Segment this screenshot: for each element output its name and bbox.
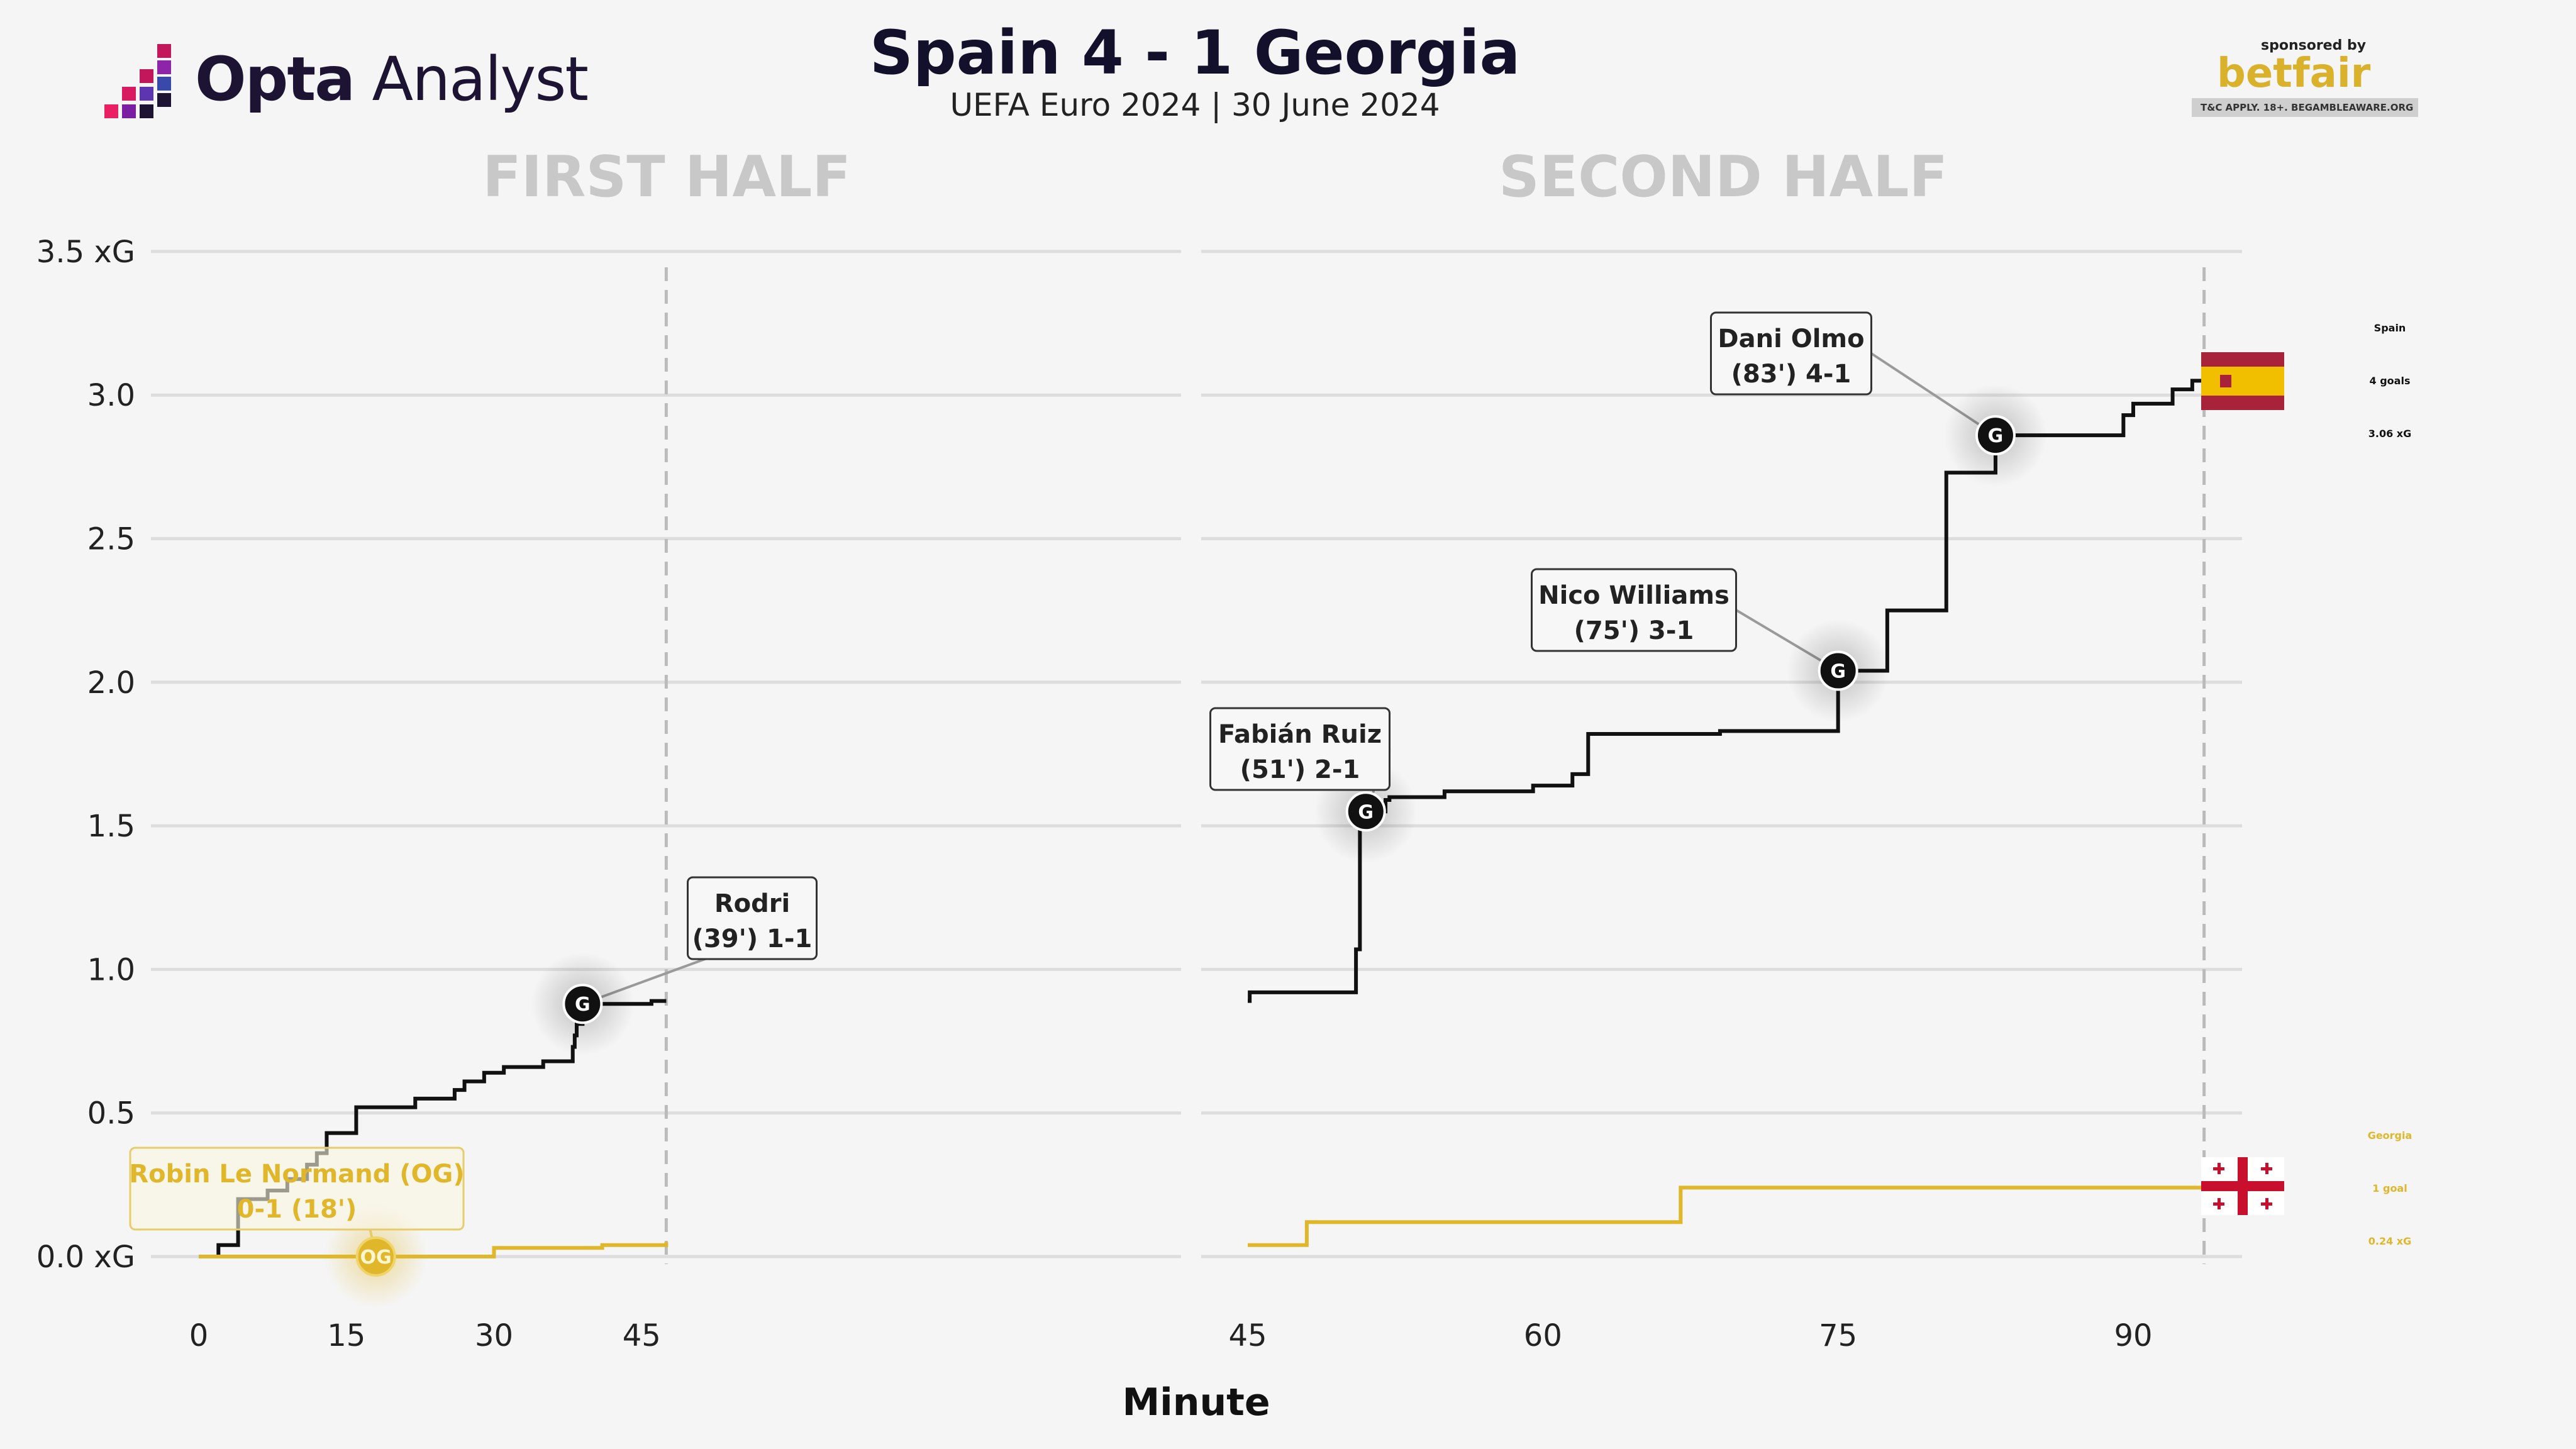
chart-subtitle: UEFA Euro 2024 | 30 June 2024 xyxy=(950,87,1440,123)
x-tick-label: 90 xyxy=(2114,1318,2152,1353)
georgia-goals: 1 goal xyxy=(2372,1182,2407,1194)
x-tick-label: 75 xyxy=(1819,1318,1857,1353)
y-tick-label: 0.5 xyxy=(87,1096,135,1131)
goal-label-line2: (83') 4-1 xyxy=(1731,360,1852,389)
goal-label-box xyxy=(1531,568,1737,652)
goal-marker-text: G xyxy=(1988,425,2004,447)
flag-stripe xyxy=(2201,367,2284,396)
x-axis-label: Minute xyxy=(1122,1380,1270,1424)
y-tick-label: 3.5 xG xyxy=(36,235,135,270)
goal-label-line2: (75') 3-1 xyxy=(1574,616,1694,645)
flag-small-cross xyxy=(2265,1198,2268,1209)
goal-marker-text: OG xyxy=(360,1246,392,1269)
spain-summary: Spain 4 goals 3.06 xG xyxy=(2289,302,2490,460)
georgia-flag-icon xyxy=(2201,1157,2284,1215)
flag-small-cross xyxy=(2265,1163,2268,1174)
goal-label-box xyxy=(1209,707,1391,791)
y-tick-label: 2.5 xyxy=(87,522,135,557)
georgia-xg: 0.24 xG xyxy=(2368,1235,2412,1247)
panel-title: FIRST HALF xyxy=(482,144,851,210)
y-tick-label: 1.0 xyxy=(87,952,135,987)
y-tick-label: 3.0 xyxy=(87,378,135,413)
goal-label-line2: 0-1 (18') xyxy=(237,1195,357,1224)
goal-marker xyxy=(1345,791,1386,832)
y-tick-label: 2.0 xyxy=(87,665,135,701)
goal-label-line1: Robin Le Normand (OG) xyxy=(129,1160,464,1189)
x-tick-label: 45 xyxy=(1228,1318,1267,1353)
y-tick-label: 0.0 xG xyxy=(36,1240,135,1275)
logo-wordmark: Opta Analyst xyxy=(195,44,589,114)
opta-logo-mark-icon xyxy=(104,44,171,118)
panel-title: SECOND HALF xyxy=(1499,144,1948,210)
goal-marker xyxy=(355,1236,396,1277)
chart-title: Spain 4 - 1 Georgia xyxy=(869,18,1521,88)
goal-label-line1: Nico Williams xyxy=(1538,581,1729,610)
georgia-summary: Georgia 1 goal 0.24 xG xyxy=(2289,1109,2490,1268)
sponsor-caption: sponsored by xyxy=(2261,38,2367,53)
sponsor-bar xyxy=(2192,98,2418,117)
flag-small-cross xyxy=(2218,1198,2221,1209)
georgia-xg-line xyxy=(1248,1185,2204,1247)
goal-marker xyxy=(1818,650,1858,691)
goal-marker-text: G xyxy=(1358,801,1374,823)
spain-xg: 3.06 xG xyxy=(2368,428,2412,440)
goal-label-line2: (51') 2-1 xyxy=(1240,755,1360,784)
georgia-xg-line xyxy=(199,1242,669,1258)
spain-goals: 4 goals xyxy=(2369,375,2411,387)
goal-label-line2: (39') 1-1 xyxy=(692,924,813,953)
georgia-name: Georgia xyxy=(2367,1130,2412,1141)
flag-crest xyxy=(2220,375,2231,387)
sponsor-terms: T&C APPLY. 18+. BEGAMBLEAWARE.ORG xyxy=(2201,102,2414,113)
x-tick-label: 0 xyxy=(189,1318,209,1353)
x-tick-label: 30 xyxy=(475,1318,513,1353)
flag-small-cross xyxy=(2218,1163,2221,1174)
goal-marker xyxy=(562,984,603,1024)
goal-label-line1: Dani Olmo xyxy=(1718,325,1864,353)
sponsor-name: betfair xyxy=(2217,50,2371,97)
x-tick-label: 45 xyxy=(623,1318,661,1353)
y-tick-label: 1.5 xyxy=(87,809,135,844)
goal-marker-text: G xyxy=(1830,661,1846,683)
goal-label-line1: Fabián Ruiz xyxy=(1218,720,1382,749)
goal-label-box xyxy=(1710,311,1872,396)
x-tick-label: 60 xyxy=(1524,1318,1562,1353)
goal-marker-text: G xyxy=(575,994,591,1016)
flag-cross xyxy=(2201,1181,2284,1191)
spain-name: Spain xyxy=(2373,322,2406,334)
goal-label-line1: Rodri xyxy=(714,889,790,918)
sponsor-badge: sponsored by betfair T&C APPLY. 18+. BEG… xyxy=(2192,36,2418,118)
opta-analyst-logo: Opta Analyst xyxy=(101,38,589,126)
spain-xg-line xyxy=(1248,377,2206,1003)
goal-label-box xyxy=(129,1146,465,1231)
spain-flag-icon xyxy=(2201,352,2284,410)
goal-label-box xyxy=(687,876,818,960)
x-tick-label: 15 xyxy=(327,1318,365,1353)
goal-marker xyxy=(1975,415,2016,456)
